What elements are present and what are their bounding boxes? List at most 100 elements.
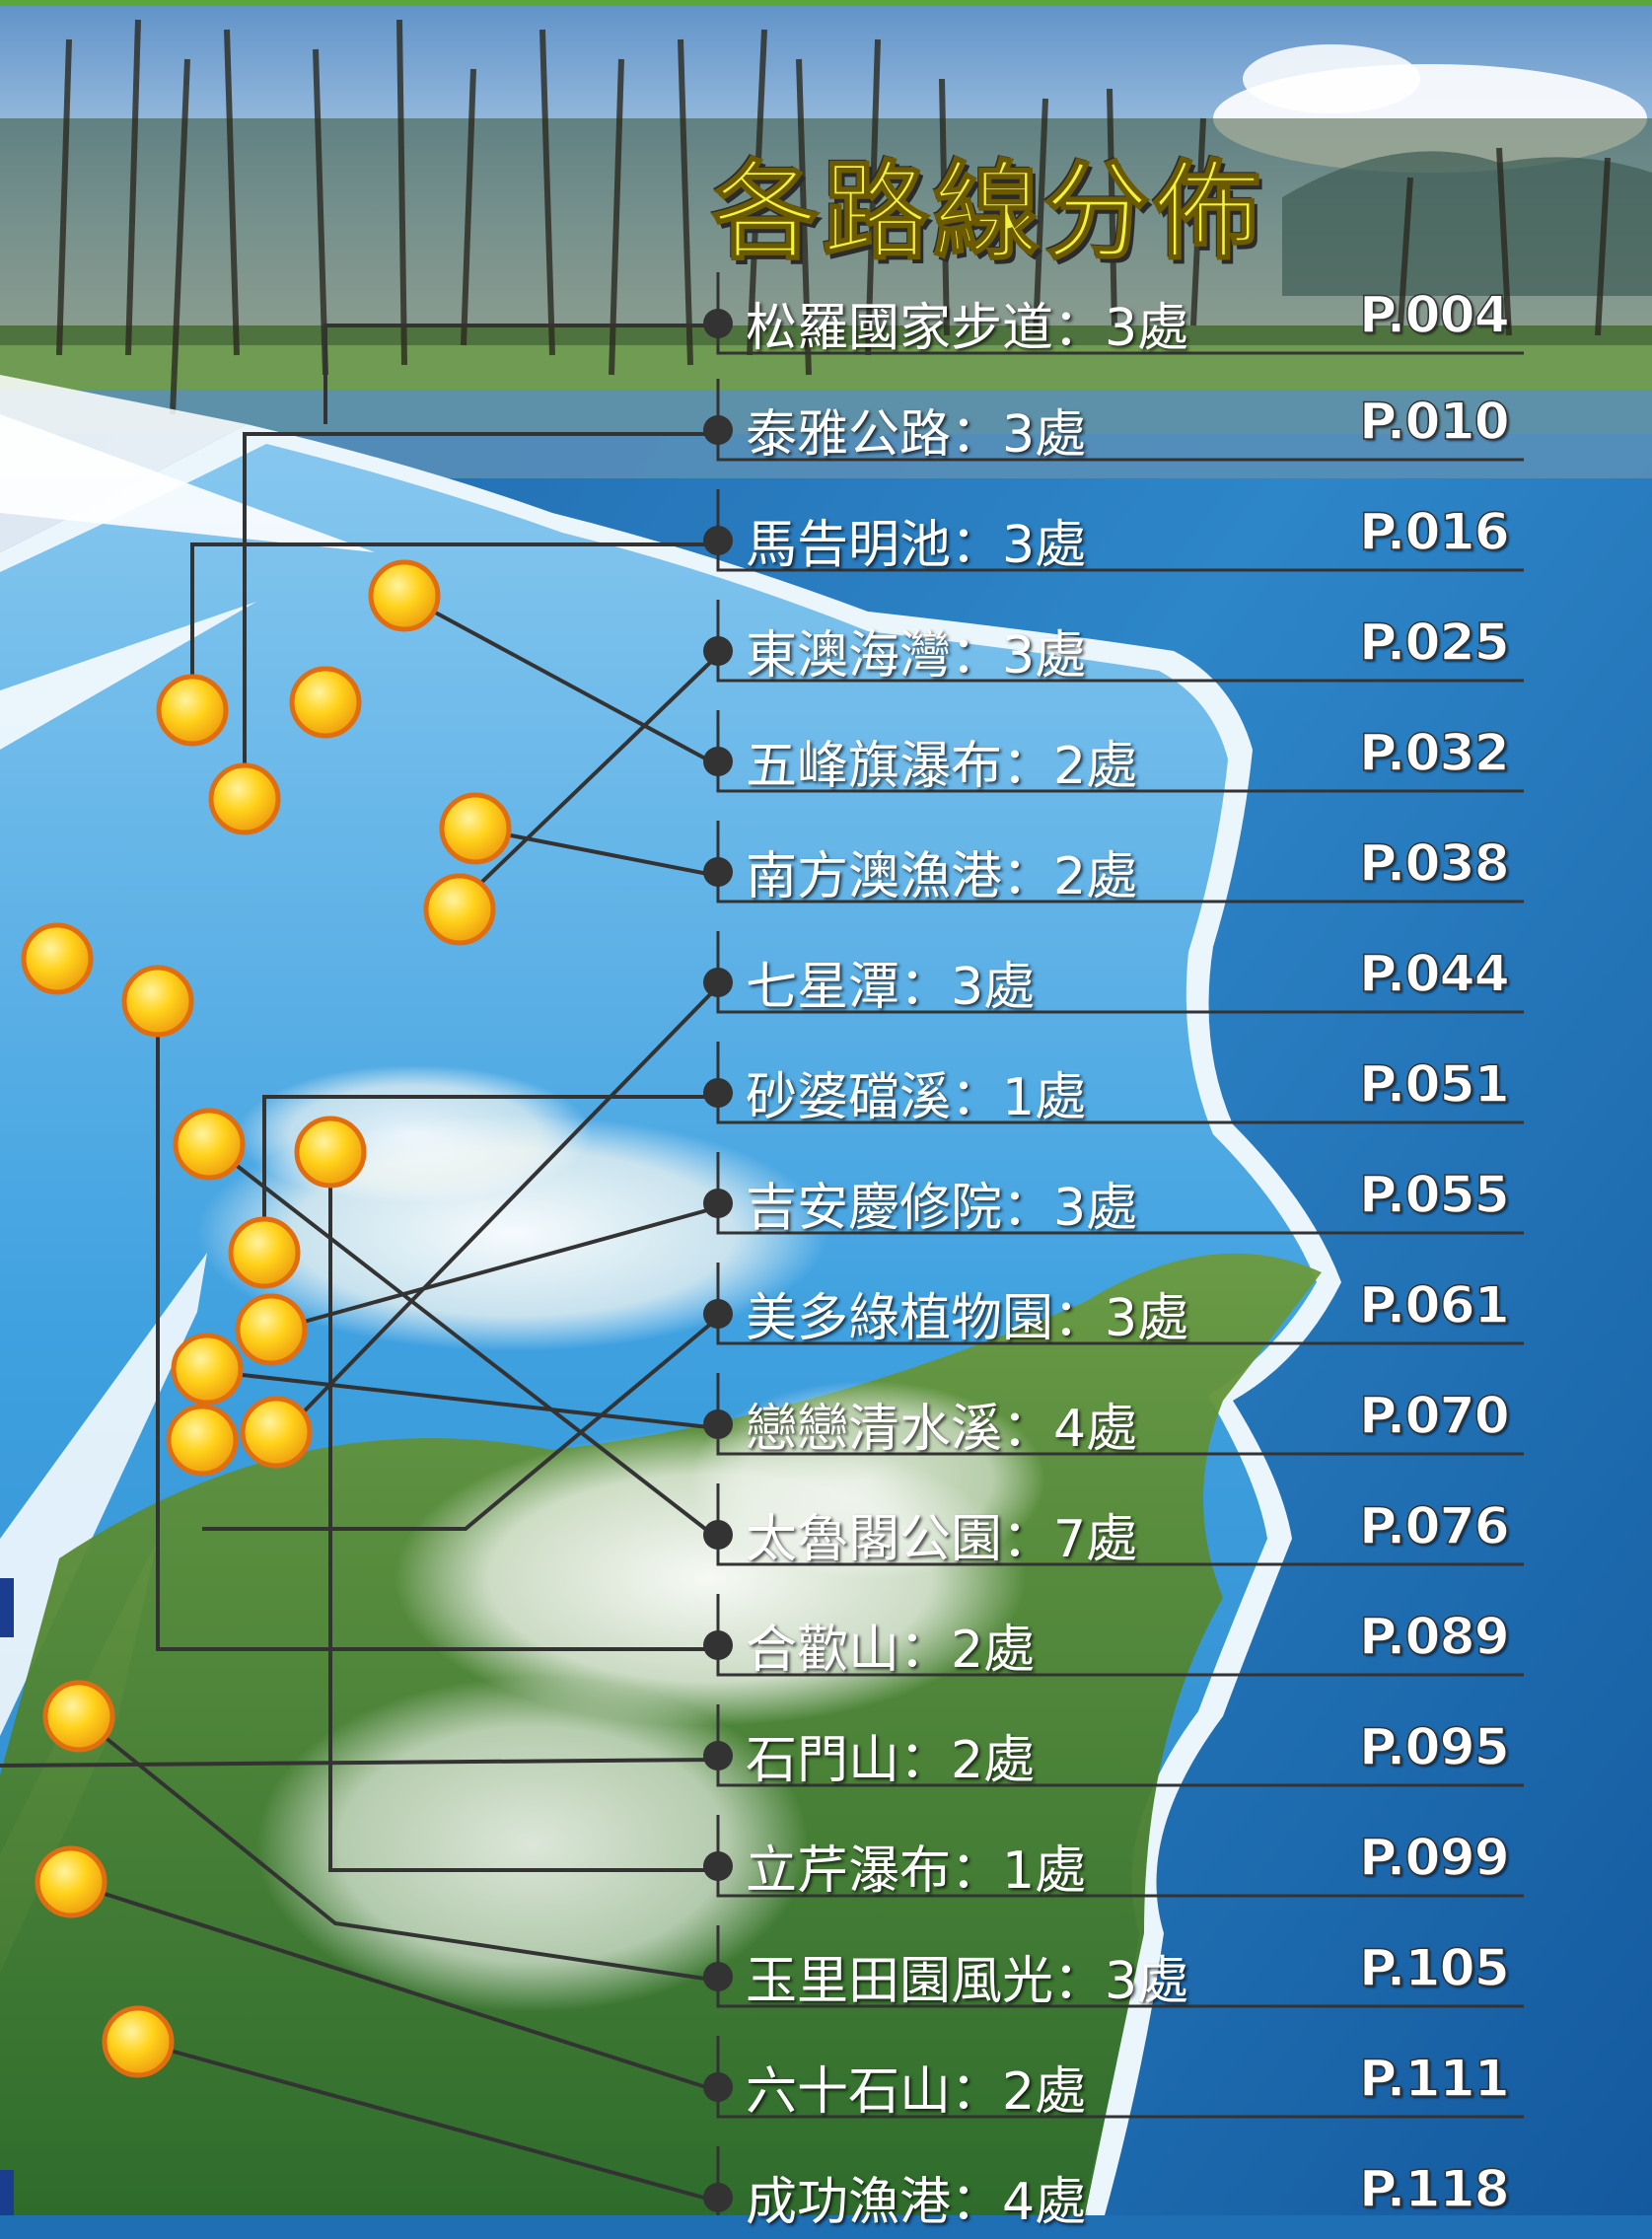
route-page-number: P.010 (1358, 392, 1510, 453)
leader-line (716, 1042, 1524, 1124)
location-marker (208, 762, 281, 835)
route-page-number: P.095 (1358, 1717, 1510, 1778)
location-marker (35, 1845, 108, 1918)
location-marker (368, 559, 441, 632)
leader-line (716, 1925, 1524, 2008)
location-marker (423, 873, 496, 946)
route-page-number: P.044 (1358, 944, 1510, 1005)
location-marker (171, 1333, 244, 1406)
route-anchor-dot (703, 526, 733, 555)
route-leader-layer (0, 272, 1524, 2215)
route-row: 東澳海灣：3處 P.025 (718, 613, 1527, 692)
leader-line (716, 1483, 1524, 1566)
route-anchor-dot (703, 857, 733, 887)
route-page-number: P.061 (1358, 1275, 1510, 1336)
location-marker (102, 2005, 175, 2078)
leader-line (716, 1594, 1524, 1677)
route-page-number: P.032 (1358, 723, 1510, 784)
route-page-number: P.016 (1358, 502, 1510, 563)
location-marker (156, 674, 229, 747)
leader-line (716, 2036, 1524, 2119)
route-name: 七星潭：3處 (746, 958, 1036, 1017)
route-row: 松羅國家步道：3處 P.004 (718, 285, 1527, 365)
leader-line (202, 1316, 720, 1531)
location-marker (289, 666, 362, 739)
route-name: 南方澳漁港：2處 (746, 847, 1138, 906)
route-name: 松羅國家步道：3處 (746, 299, 1189, 358)
route-row: 吉安慶修院：3處 P.055 (718, 1165, 1527, 1245)
route-anchor-dot (703, 747, 733, 776)
route-page-number: P.070 (1358, 1386, 1510, 1447)
route-anchor-dot (703, 2183, 733, 2212)
leader-line (243, 432, 718, 789)
route-anchor-dot (703, 968, 733, 997)
leader-line (207, 1142, 720, 1541)
route-name: 戀戀清水溪：4處 (746, 1400, 1138, 1459)
location-marker (228, 1216, 301, 1289)
leader-line (716, 710, 1524, 793)
leader-line (474, 827, 719, 878)
route-name: 美多綠植物園：3處 (746, 1289, 1189, 1348)
leader-line (716, 931, 1524, 1014)
route-name: 馬告明池：3處 (746, 516, 1087, 575)
route-page-number: P.055 (1358, 1165, 1510, 1226)
leader-line (716, 1704, 1524, 1787)
route-row: 合歡山：2處 P.089 (718, 1607, 1527, 1687)
route-row: 立芹瀑布：1處 P.099 (718, 1828, 1527, 1908)
route-name: 砂婆礑溪：1處 (746, 1068, 1087, 1127)
route-name: 六十石山：2處 (746, 2062, 1087, 2122)
route-name: 東澳海灣：3處 (746, 626, 1087, 686)
leader-line (716, 379, 1524, 462)
leader-line (458, 653, 720, 905)
route-anchor-dot (703, 1520, 733, 1550)
leader-line (77, 1714, 719, 1983)
route-row: 七星潭：3處 P.044 (718, 944, 1527, 1024)
page-title: 各路線分佈 (711, 150, 1265, 275)
leader-line (0, 1758, 719, 1768)
location-marker (235, 1293, 308, 1366)
route-anchor-dot (703, 309, 733, 338)
leader-line (716, 1815, 1524, 1898)
route-row: 五峰旗瀑布：2處 P.032 (718, 723, 1527, 803)
route-row: 六十石山：2處 P.111 (718, 2049, 1527, 2129)
leader-line (190, 542, 718, 710)
route-row: 馬告明池：3處 P.016 (718, 502, 1527, 582)
location-marker (166, 1404, 239, 1477)
route-page-number: P.076 (1358, 1496, 1510, 1557)
route-name: 吉安慶修院：3處 (746, 1179, 1138, 1238)
leader-line (262, 1095, 718, 1253)
leader-line (716, 600, 1524, 683)
route-row: 石門山：2處 P.095 (718, 1717, 1527, 1797)
location-marker (21, 922, 94, 995)
map-markers-layer (21, 559, 512, 2078)
location-marker (240, 1396, 313, 1469)
leader-line (206, 1369, 719, 1430)
route-anchor-dot (703, 1851, 733, 1881)
route-anchor-dot (703, 1078, 733, 1108)
route-name: 合歡山：2處 (746, 1621, 1036, 1680)
location-marker (121, 965, 194, 1038)
route-page-number: P.089 (1358, 1607, 1510, 1668)
leader-line (403, 594, 719, 767)
route-anchor-dot (703, 1962, 733, 1991)
route-name: 玉里田園風光：3處 (746, 1952, 1189, 2011)
route-name: 成功漁港：4處 (746, 2173, 1087, 2232)
leader-line (156, 1001, 718, 1651)
route-row: 戀戀清水溪：4處 P.070 (718, 1386, 1527, 1466)
leader-line (328, 1154, 718, 1872)
route-name: 太魯閣公園：7處 (746, 1510, 1138, 1569)
leader-line (137, 2040, 719, 2203)
route-anchor-dot (703, 1189, 733, 1218)
route-anchor-dot (703, 1741, 733, 1770)
leader-line (73, 1882, 719, 2093)
route-page-number: P.004 (1358, 285, 1510, 346)
route-page-number: P.111 (1358, 2049, 1510, 2110)
route-name: 五峰旗瀑布：2處 (746, 737, 1138, 796)
route-anchor-dot (703, 415, 733, 445)
location-marker (439, 792, 512, 865)
leader-line (323, 324, 718, 424)
route-row: 成功漁港：4處 P.118 (718, 2159, 1527, 2239)
location-marker (173, 1108, 246, 1181)
